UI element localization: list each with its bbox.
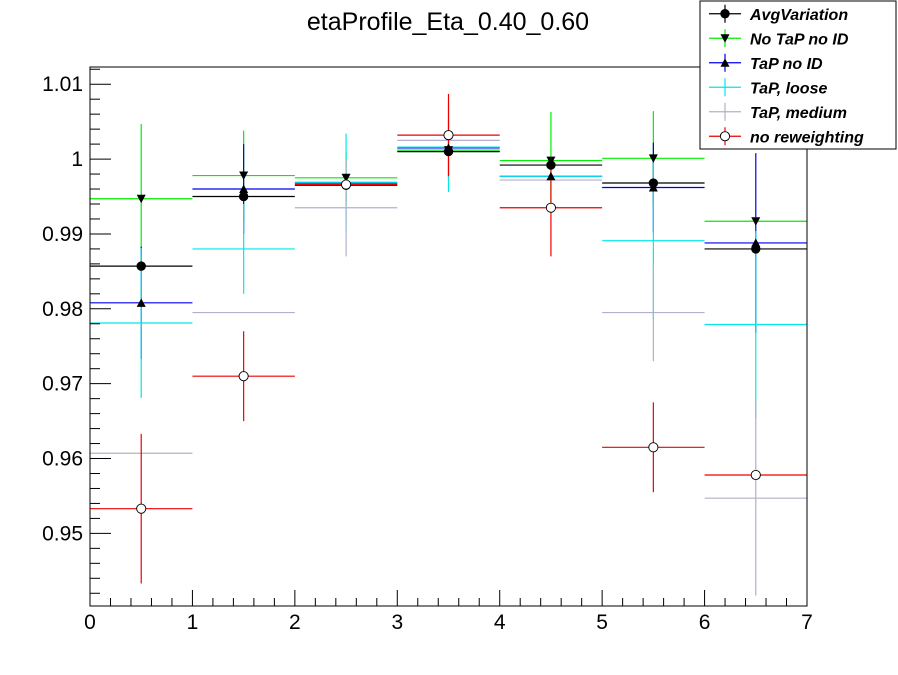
legend-entry: no reweighting <box>709 127 864 146</box>
legend-label: AvgVariation <box>749 7 848 24</box>
data-point <box>751 238 761 247</box>
legend-marker <box>720 34 730 43</box>
legend-box <box>699 0 897 150</box>
series-tap-medium <box>90 139 807 596</box>
y-tick-label: 0.98 <box>42 298 83 321</box>
data-point <box>648 154 658 163</box>
data-point <box>443 130 454 141</box>
data-point <box>136 261 146 271</box>
legend-entry: TaP, loose <box>709 78 827 97</box>
data-point <box>751 217 761 226</box>
data-point <box>239 171 249 181</box>
y-tick-label: 1.01 <box>42 73 83 96</box>
y-tick-label: 0.97 <box>42 373 83 396</box>
data-point <box>648 183 658 192</box>
data-point <box>238 191 249 202</box>
legend: AvgVariation No TaP no ID TaP no ID TaP, lo… <box>699 0 897 150</box>
data-point <box>341 173 351 183</box>
legend-marker <box>720 58 730 67</box>
data-point <box>546 156 556 166</box>
legend-marker <box>720 9 730 19</box>
legend-label: no reweighting <box>750 129 864 146</box>
x-tick-label: 7 <box>801 611 813 634</box>
legend-label: TaP, medium <box>750 105 847 122</box>
data-point <box>239 184 249 194</box>
x-tick-label: 5 <box>596 611 608 634</box>
data-marks <box>90 93 807 596</box>
data-point <box>444 143 453 152</box>
x-tick-label: 4 <box>494 611 506 634</box>
x-tick-label: 1 <box>187 611 199 634</box>
data-point <box>648 442 659 453</box>
y-tick-label: 0.96 <box>42 448 83 471</box>
chart-title: etaProfile_Eta_0.40_0.60 <box>307 8 589 36</box>
legend-label: No TaP no ID <box>750 31 849 48</box>
legend-entry: AvgVariation <box>709 4 848 24</box>
data-point <box>136 298 146 307</box>
x-tick-label: 2 <box>289 611 301 634</box>
x-tick-label: 3 <box>391 611 403 634</box>
data-point <box>238 371 249 382</box>
plot-frame <box>89 66 808 607</box>
series-no-reweighting <box>90 93 807 584</box>
data-point <box>136 503 147 514</box>
legend-label: TaP no ID <box>750 56 823 73</box>
x-tick-label: 0 <box>84 611 96 634</box>
x-tick-label: 6 <box>699 611 711 634</box>
legend-entry: TaP, medium <box>709 102 847 122</box>
legend-label: TaP, loose <box>750 80 827 97</box>
y-tick-label: 0.99 <box>42 223 83 246</box>
y-tick-label: 1 <box>71 148 83 171</box>
legend-entry: No TaP no ID <box>709 29 849 48</box>
data-point <box>545 202 556 213</box>
y-tick-label: 0.95 <box>42 522 83 545</box>
data-point <box>546 171 556 181</box>
legend-entry: TaP no ID <box>709 53 823 73</box>
data-point <box>750 469 761 481</box>
markers-no-reweighting <box>136 130 761 514</box>
axes: 0 1 2 3 4 5 6 7 0.95 0.96 0.97 0.98 0.99 1 1.01 <box>42 68 813 634</box>
legend-marker <box>719 131 731 142</box>
data-point <box>136 194 146 204</box>
data-point <box>341 179 352 190</box>
